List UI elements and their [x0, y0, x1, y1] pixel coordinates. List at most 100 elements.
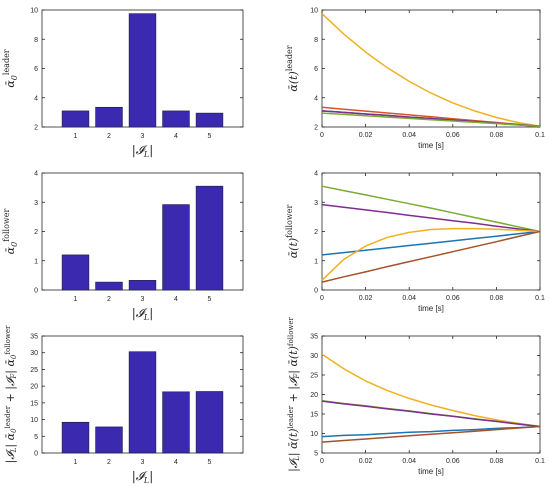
y-tick-label: 10	[30, 8, 38, 15]
label-fragment: F	[293, 373, 301, 380]
series-line-yellow	[321, 13, 541, 128]
label-fragment: L	[143, 150, 149, 159]
x-axis-label: time [s]	[418, 304, 444, 313]
label-fragment: F	[10, 373, 18, 380]
label-fragment: 0	[10, 428, 18, 433]
x-tick-label: 0.04	[402, 458, 416, 465]
bar-5	[195, 391, 224, 454]
x-tick-label: 4	[174, 133, 178, 140]
x-tick-label: 2	[107, 296, 111, 303]
chart-panel-2: 2 4 6 8 10 0 0.02 0.04 0.06 0.08 0.1 time [s] ᾱ(t)le…	[285, 8, 545, 151]
bar-1	[61, 110, 90, 128]
y-tick-label: 20	[310, 392, 318, 399]
y-axis-label: ᾱ(t)follower	[285, 205, 300, 259]
label-fragment: |𝓘	[132, 469, 148, 483]
x-tick-label: 1	[74, 296, 78, 303]
label-fragment: L	[143, 313, 149, 322]
label-fragment: |	[149, 143, 153, 157]
y-tick-label: 0	[34, 451, 38, 458]
plot-area	[321, 9, 541, 128]
label-fragment: 0	[10, 75, 19, 80]
y-axis-label: |𝓘L| ᾱ0leader + |𝓘F| ᾱ0follower	[4, 325, 18, 463]
label-fragment: 0	[10, 242, 19, 247]
x-tick-label: 4	[174, 296, 178, 303]
x-tick-label: 2	[107, 133, 111, 140]
x-axis-label: |𝓘L|	[132, 469, 154, 485]
label-fragment: L	[10, 447, 18, 453]
x-tick-label: 0.1	[535, 132, 545, 139]
label-fragment: |	[149, 306, 153, 320]
label-fragment: follower	[2, 209, 11, 242]
x-tick-label: 4	[174, 459, 178, 466]
x-axis-label: |𝓘L|	[132, 306, 154, 322]
y-tick-label: 4	[34, 171, 38, 178]
label-fragment: leader	[287, 405, 295, 428]
bar-4	[162, 110, 190, 128]
bar-2	[95, 281, 123, 291]
y-tick-label: 8	[34, 37, 38, 44]
label-fragment: |	[149, 469, 153, 483]
y-tick-label: 1	[34, 258, 38, 265]
label-fragment: follower	[285, 205, 294, 238]
bar-5	[195, 185, 224, 291]
series-line-yellow	[321, 227, 541, 281]
label-fragment: 0	[10, 354, 18, 359]
y-tick-label: 4	[314, 171, 318, 178]
y-tick-label: 3	[34, 200, 38, 207]
x-tick-label: 0.08	[490, 132, 504, 139]
y-tick-label: 8	[314, 37, 318, 44]
x-tick-label: 0.02	[359, 295, 373, 302]
label-fragment: ᾱ	[4, 80, 17, 88]
y-tick-label: 5	[314, 451, 318, 458]
y-tick-label: 10	[310, 8, 318, 15]
y-tick-label: 0	[314, 288, 318, 295]
label-fragment: follower	[4, 325, 12, 355]
plot-area	[321, 335, 541, 454]
series-line-green	[321, 185, 541, 233]
bar-4	[162, 391, 190, 454]
x-tick-label: 0.02	[359, 458, 373, 465]
y-tick-label: 6	[314, 66, 318, 73]
x-tick-label: 0.08	[490, 295, 504, 302]
bar-3	[128, 351, 157, 454]
label-fragment: | ᾱ	[4, 359, 18, 374]
bar-2	[95, 426, 123, 454]
bar-2	[95, 106, 123, 128]
y-tick-label: 20	[30, 384, 38, 391]
x-tick-label: 1	[74, 133, 78, 140]
x-tick-label: 0	[320, 132, 324, 139]
y-tick-label: 30	[30, 350, 38, 357]
y-tick-label: 5	[34, 434, 38, 441]
y-tick-label: 35	[30, 334, 38, 341]
label-fragment: | ᾱ	[4, 432, 18, 447]
label-fragment: L	[143, 476, 149, 485]
label-fragment: ᾱ	[4, 246, 17, 254]
x-tick-label: 3	[141, 296, 145, 303]
label-fragment: + |𝓘	[287, 375, 301, 406]
x-tick-label: 0.08	[490, 458, 504, 465]
x-tick-label: 0.02	[359, 132, 373, 139]
y-tick-label: 25	[30, 367, 38, 374]
x-tick-label: 0.06	[446, 132, 460, 139]
y-tick-label: 35	[310, 334, 318, 341]
label-fragment: ᾱ(t)	[287, 238, 300, 258]
x-tick-label: 0.1	[535, 458, 545, 465]
y-axis-label: ᾱ0follower	[2, 209, 19, 255]
x-tick-label: 5	[208, 296, 212, 303]
series-line-green	[321, 112, 541, 128]
x-axis-label: time [s]	[418, 141, 444, 150]
series-line-yellow	[321, 353, 541, 428]
y-tick-label: 10	[30, 417, 38, 424]
x-axis-label: time [s]	[418, 467, 444, 476]
y-tick-label: 4	[34, 95, 38, 102]
label-fragment: | ᾱ(t)	[287, 346, 301, 374]
x-tick-label: 5	[208, 133, 212, 140]
series-line-purple	[321, 203, 541, 233]
bar-3	[128, 13, 157, 128]
y-axis-label: |𝓘L| ᾱ(t)leader + |𝓘F| ᾱ(t)follower	[287, 316, 301, 471]
x-tick-label: 0	[320, 295, 324, 302]
x-tick-label: 0	[320, 458, 324, 465]
